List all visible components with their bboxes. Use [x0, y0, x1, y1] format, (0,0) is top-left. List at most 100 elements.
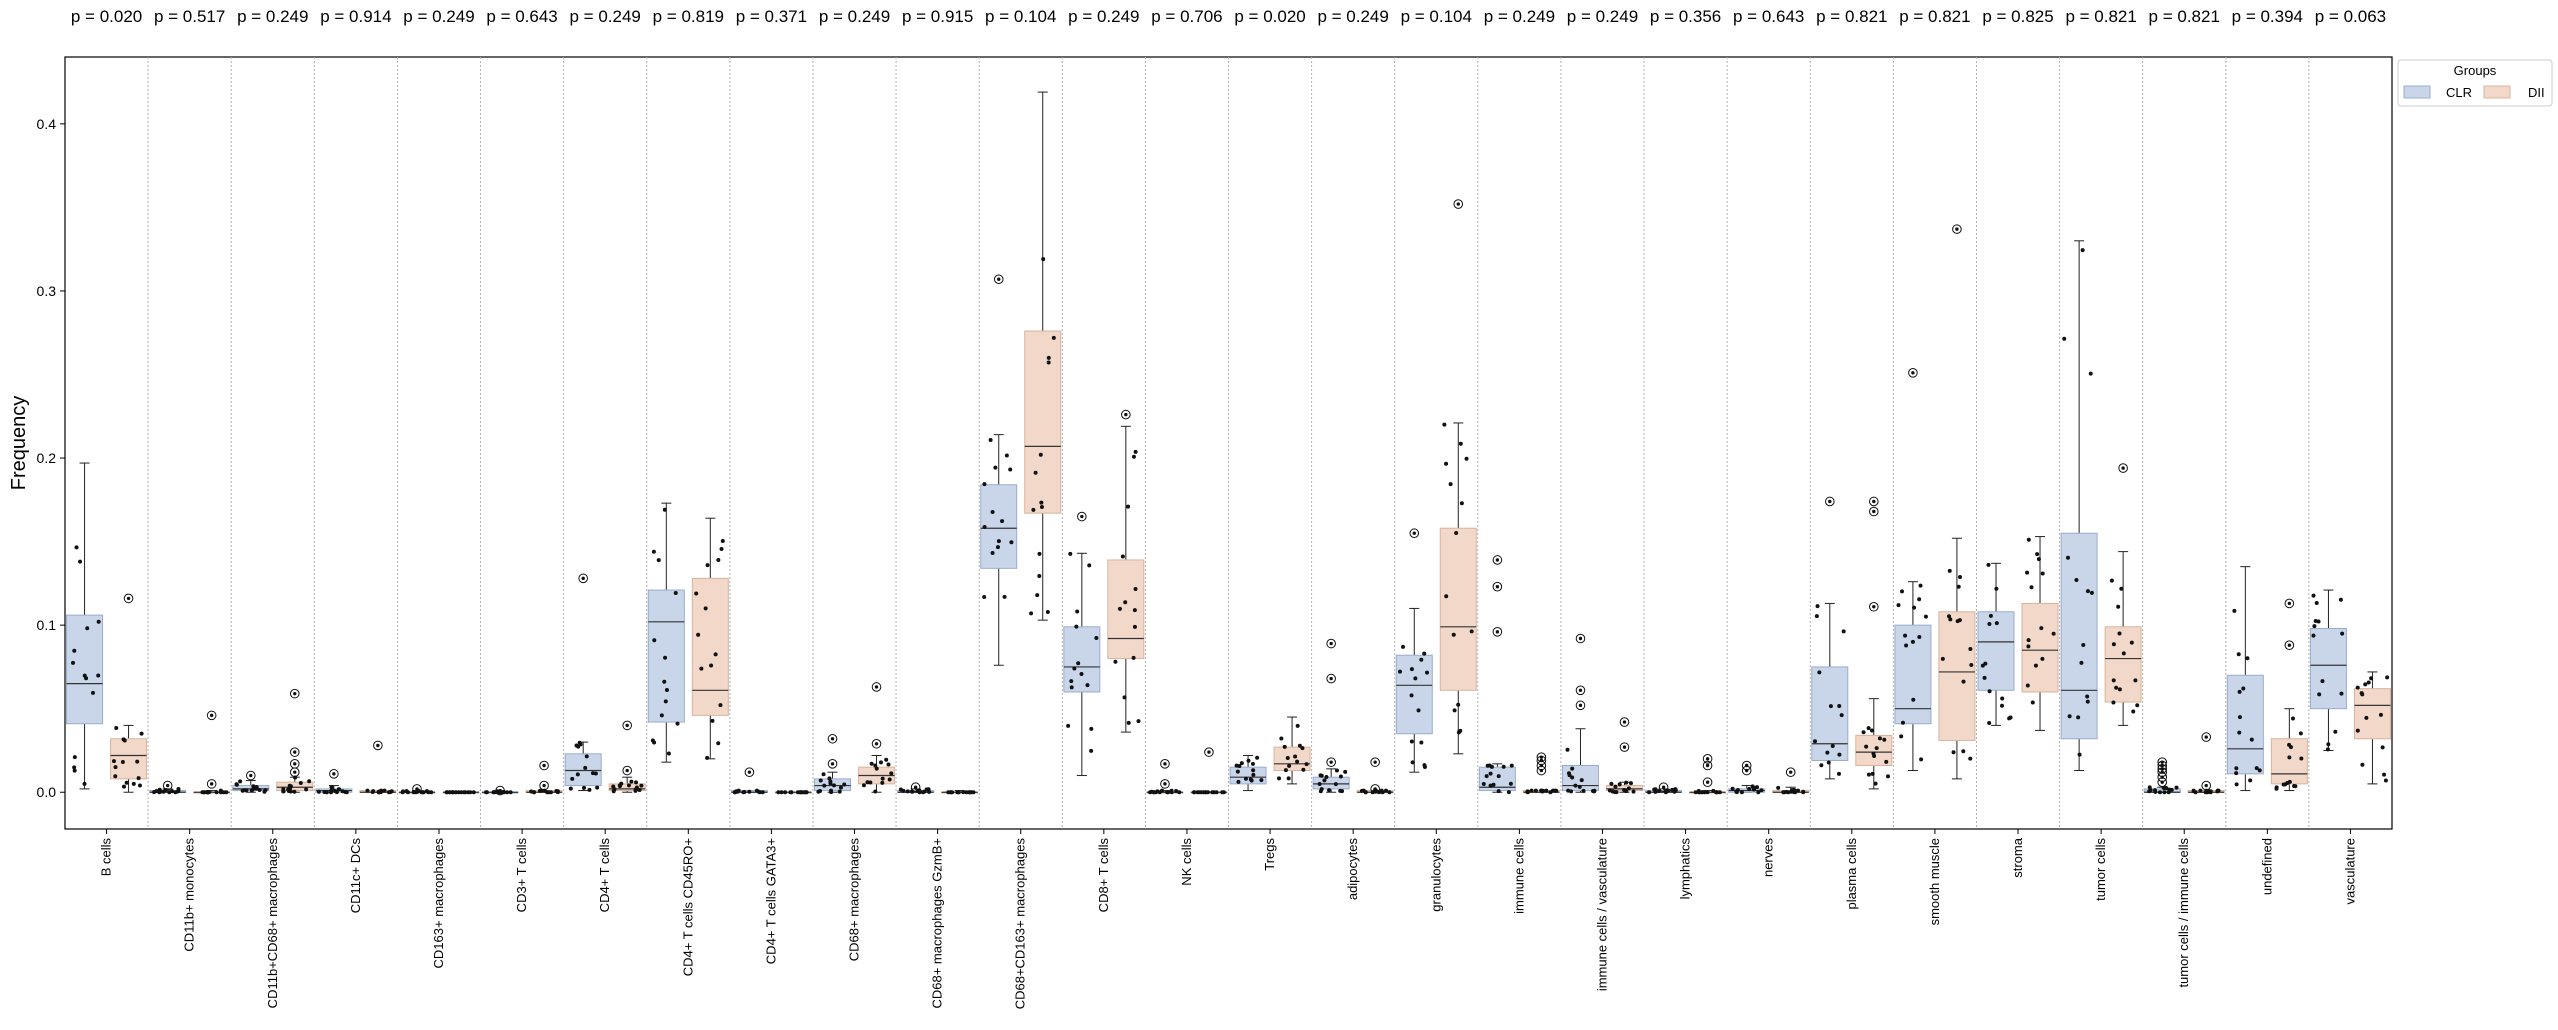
- data-point: [1046, 355, 1051, 360]
- data-point: [1903, 633, 1908, 638]
- box-clr-cd8-t-cells: [1063, 511, 1101, 777]
- outlier-marker: [495, 785, 505, 796]
- data-point: [1301, 767, 1306, 772]
- data-point: [1711, 788, 1716, 793]
- data-point: [2036, 557, 2041, 562]
- data-point: [1451, 632, 1456, 637]
- outlier-marker: [539, 760, 549, 771]
- outlier-marker: [1785, 767, 1796, 777]
- data-point: [1085, 683, 1090, 688]
- data-point: [776, 790, 781, 795]
- data-point: [114, 725, 119, 730]
- data-point: [218, 790, 223, 795]
- data-point: [1734, 790, 1739, 795]
- outlier-point: [1744, 763, 1749, 768]
- data-point: [1751, 787, 1756, 792]
- box-iqr: [608, 783, 646, 792]
- data-point: [1442, 422, 1447, 427]
- outlier-point: [1163, 782, 1167, 786]
- data-point: [238, 779, 243, 784]
- data-point: [1251, 768, 1256, 773]
- data-point: [1248, 777, 1253, 782]
- data-point: [1039, 505, 1044, 510]
- data-point: [1613, 784, 1618, 789]
- data-point: [1923, 614, 1928, 619]
- p-value-cd163-macrophages: p = 0.249: [403, 7, 474, 26]
- data-point: [663, 699, 668, 704]
- outlier-point: [1456, 202, 1460, 206]
- data-point: [1400, 644, 1405, 649]
- outlier-marker: [1536, 752, 1547, 762]
- data-point: [2254, 766, 2259, 771]
- box-dii-tregs: [1273, 716, 1311, 785]
- data-point: [2157, 790, 2162, 795]
- outlier-point: [1705, 757, 1710, 761]
- outlier-point: [874, 742, 879, 746]
- outlier-point: [997, 277, 1001, 281]
- data-point: [1037, 573, 1042, 578]
- data-point: [742, 789, 747, 794]
- data-point: [1759, 788, 1764, 793]
- data-point: [634, 785, 639, 790]
- data-point: [1039, 500, 1044, 505]
- data-point: [1900, 720, 1905, 725]
- outlier-point: [293, 691, 297, 696]
- data-point: [2311, 633, 2316, 638]
- data-point: [990, 551, 995, 556]
- data-point: [2241, 686, 2246, 691]
- box-clr-granulocytes: [1395, 528, 1433, 773]
- data-point: [2133, 678, 2138, 683]
- x-tick-label-nk-cells: NK cells: [1179, 838, 1194, 886]
- data-point: [257, 787, 262, 792]
- data-point: [1866, 772, 1871, 777]
- data-point: [828, 779, 833, 784]
- data-point: [1338, 774, 1343, 779]
- box-iqr: [1024, 330, 1062, 514]
- data-point: [2234, 766, 2239, 771]
- data-point: [286, 788, 291, 793]
- data-point: [121, 737, 126, 742]
- data-point: [2076, 715, 2081, 720]
- data-point: [388, 790, 393, 795]
- data-point: [982, 482, 987, 487]
- outlier-marker: [1575, 633, 1586, 644]
- outlier-marker: [1908, 368, 1918, 378]
- data-point: [1899, 589, 1904, 594]
- data-point: [865, 780, 870, 785]
- outlier-point: [542, 763, 546, 768]
- data-point: [1409, 693, 1414, 698]
- data-point: [1177, 790, 1182, 795]
- data-point: [2174, 785, 2179, 790]
- data-point: [1464, 456, 1469, 461]
- outlier-marker: [1658, 782, 1669, 793]
- data-point: [292, 789, 297, 794]
- data-point: [1089, 748, 1094, 753]
- data-point: [1318, 789, 1323, 794]
- outlier-point: [209, 782, 214, 786]
- data-point: [471, 790, 476, 795]
- outlier-point: [293, 762, 297, 766]
- data-point: [666, 751, 671, 756]
- data-point: [2360, 692, 2365, 697]
- outlier-marker: [1160, 779, 1170, 789]
- data-point: [2129, 640, 2134, 645]
- p-value-immune-cells: p = 0.249: [1484, 7, 1555, 26]
- data-point: [1553, 788, 1558, 793]
- data-point: [131, 781, 136, 786]
- data-point: [582, 785, 587, 790]
- data-point: [1009, 540, 1014, 545]
- data-point: [1717, 790, 1722, 795]
- outlier-point: [1373, 760, 1377, 764]
- data-point: [651, 549, 656, 554]
- data-point: [1815, 604, 1820, 609]
- x-tick-label-cd4-t-cells-cd45ro: CD4+ T cells CD45RO+: [680, 838, 695, 976]
- data-point: [1409, 739, 1414, 744]
- legend-title: Groups: [2454, 63, 2497, 78]
- data-point: [1454, 531, 1459, 536]
- data-point: [531, 790, 536, 795]
- data-point: [961, 790, 966, 795]
- data-point: [176, 787, 181, 792]
- data-point: [1221, 790, 1226, 795]
- data-point: [1459, 501, 1464, 506]
- outlier-marker: [2201, 732, 2212, 742]
